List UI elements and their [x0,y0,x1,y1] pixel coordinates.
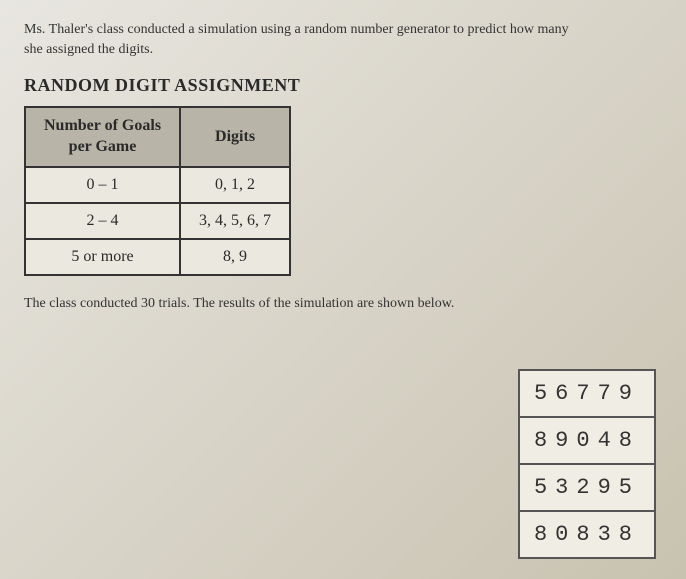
section-title: RANDOM DIGIT ASSIGNMENT [24,75,662,96]
digit-cell: 80838 [519,511,655,558]
cell-digits: 8, 9 [180,239,290,275]
cell-digits: 0, 1, 2 [180,167,290,203]
table-row: 5 or more 8, 9 [25,239,290,275]
digit-cell: 89048 [519,417,655,464]
header-goals-line1: Number of Goals [44,117,161,134]
intro-line2: she assigned the digits. [24,42,153,57]
cell-goals: 0 – 1 [25,167,180,203]
table-row: 2 – 4 3, 4, 5, 6, 7 [25,203,290,239]
digit-row: 89048 [519,417,655,464]
digit-cell: 53295 [519,464,655,511]
cell-goals: 5 or more [25,239,180,275]
results-text: The class conducted 30 trials. The resul… [24,296,662,312]
assignment-table: Number of Goals per Game Digits 0 – 1 0,… [24,106,291,276]
digit-row: 80838 [519,511,655,558]
table-row: 0 – 1 0, 1, 2 [25,167,290,203]
digit-row: 56779 [519,370,655,417]
cell-digits: 3, 4, 5, 6, 7 [180,203,290,239]
intro-line1: Ms. Thaler's class conducted a simulatio… [24,22,569,37]
cell-goals: 2 – 4 [25,203,180,239]
assignment-header-digits: Digits [180,107,290,167]
assignment-header-goals: Number of Goals per Game [25,107,180,167]
intro-paragraph: Ms. Thaler's class conducted a simulatio… [24,20,662,59]
digit-results-grid: 56779 89048 53295 80838 [518,369,656,559]
digit-cell: 56779 [519,370,655,417]
header-goals-line2: per Game [69,138,137,155]
digit-row: 53295 [519,464,655,511]
